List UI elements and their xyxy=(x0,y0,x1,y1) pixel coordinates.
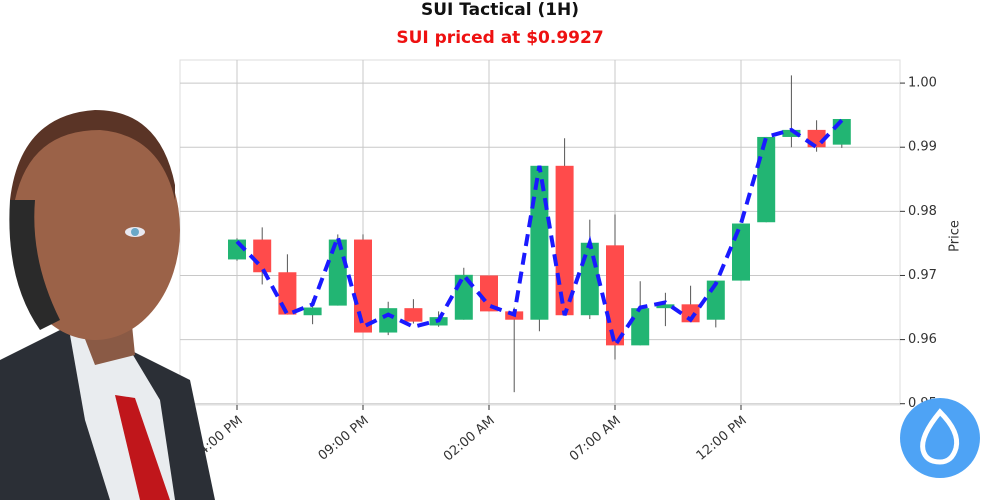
candle-body xyxy=(253,239,272,273)
x-tick-label: 12:00 PM xyxy=(694,413,750,463)
candle-body xyxy=(354,239,372,333)
y-axis-label: Price xyxy=(948,220,963,252)
candle-body xyxy=(530,165,549,320)
y-tick-label: 0.98 xyxy=(908,204,937,219)
x-tick-label: 09:00 PM xyxy=(316,413,372,463)
candle-body xyxy=(782,129,801,137)
y-tick-label: 0.97 xyxy=(908,268,937,283)
candle-body xyxy=(303,307,322,316)
candle-body xyxy=(278,272,297,315)
plot-frame xyxy=(179,59,901,406)
x-tick-label: 07:00 AM xyxy=(567,413,624,464)
y-tick-label: 0.96 xyxy=(908,332,937,347)
candle-body xyxy=(328,239,347,306)
candle-body xyxy=(606,245,624,346)
candle-body xyxy=(404,308,423,322)
sui-logo xyxy=(900,398,980,478)
candle-body xyxy=(757,136,776,223)
candle-body xyxy=(732,223,750,281)
candle-body xyxy=(580,242,599,316)
y-tick-label: 1.00 xyxy=(908,76,937,91)
trend-line xyxy=(235,118,844,351)
candle-body xyxy=(631,308,650,346)
y-tick-label: 0.99 xyxy=(908,140,937,155)
candle-body xyxy=(379,308,398,333)
x-tick-label: 02:00 AM xyxy=(441,413,498,464)
candle-body xyxy=(480,275,498,312)
candle-body xyxy=(681,304,700,323)
chart-subtitle: SUI priced at $0.9927 xyxy=(396,28,603,48)
candle-body xyxy=(656,304,675,309)
robot-illustration xyxy=(0,110,215,500)
chart-title: SUI Tactical (1H) xyxy=(421,0,579,20)
